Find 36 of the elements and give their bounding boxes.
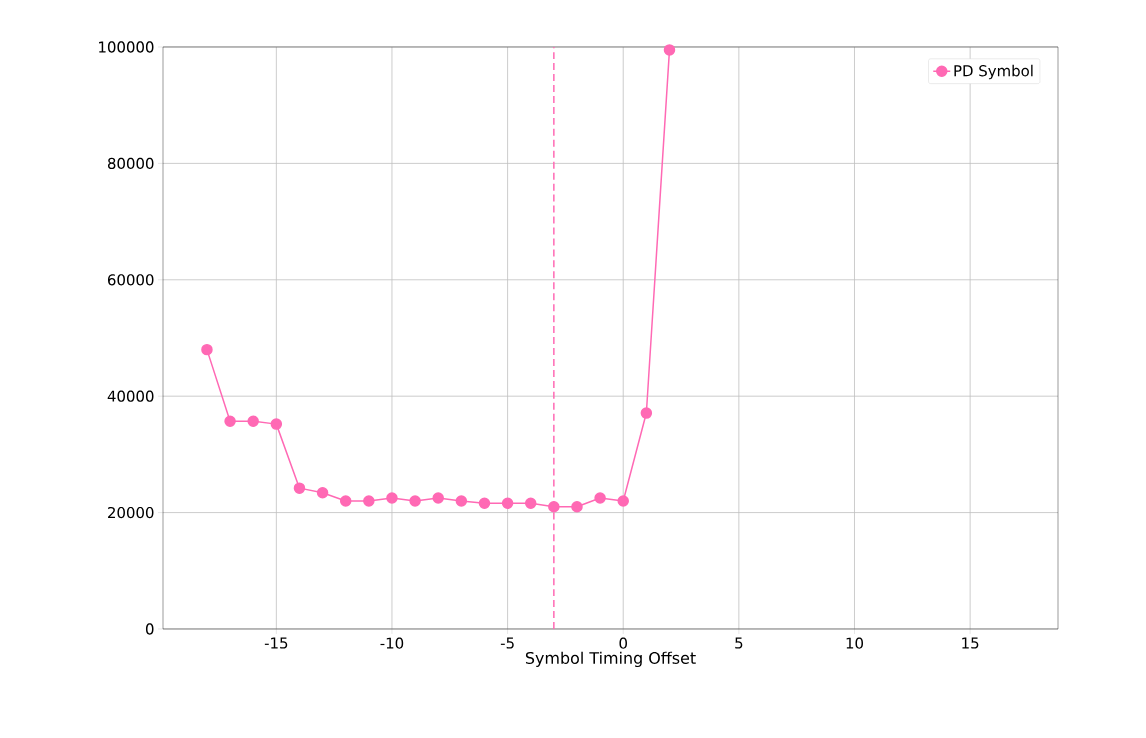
point xyxy=(432,492,444,504)
x-tick-label: -15 xyxy=(264,637,288,649)
point xyxy=(455,495,468,507)
point xyxy=(640,407,653,419)
point xyxy=(501,497,514,510)
point xyxy=(594,492,606,504)
x-tick-label: 15 xyxy=(962,637,979,649)
y-tick-label: 100000 xyxy=(99,41,154,53)
point xyxy=(316,487,329,499)
y-tick-label: 0 xyxy=(145,623,154,635)
y-tick-label: 60000 xyxy=(108,274,154,286)
legend-label: PD Symbol xyxy=(954,64,1033,80)
point xyxy=(270,418,283,430)
point xyxy=(663,44,676,56)
point xyxy=(409,495,421,507)
y-tick-label: 80000 xyxy=(107,157,154,170)
x-tick-label: 10 xyxy=(846,637,864,649)
point xyxy=(386,492,398,504)
point xyxy=(363,495,375,507)
x-tick-label: -10 xyxy=(380,637,404,649)
point xyxy=(548,501,560,513)
point xyxy=(224,415,236,427)
point xyxy=(201,343,213,356)
point xyxy=(571,501,583,513)
y-tick-label: 20000 xyxy=(108,506,154,519)
point xyxy=(524,497,537,510)
x-tick-label: 5 xyxy=(735,637,743,649)
x-tick-label: -5 xyxy=(500,637,514,649)
x-tick-label: 0 xyxy=(619,637,627,649)
y-tick-label: 40000 xyxy=(107,390,154,402)
point xyxy=(247,415,259,427)
x-axis-title: Symbol Timing Offset xyxy=(525,651,696,668)
point xyxy=(293,482,306,494)
point xyxy=(617,495,629,507)
point xyxy=(339,495,352,507)
point xyxy=(478,497,491,510)
